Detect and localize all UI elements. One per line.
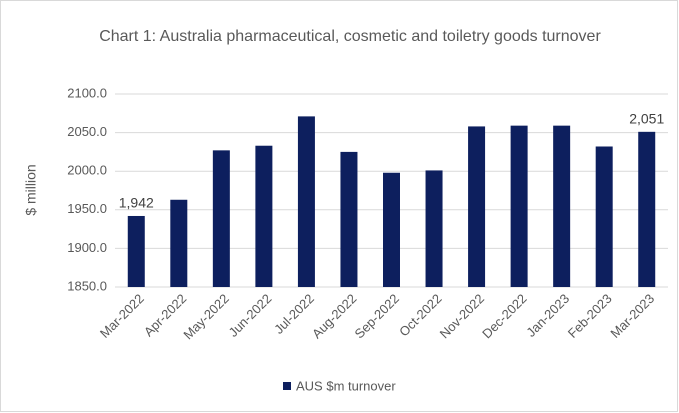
- legend-label: AUS $m turnover: [296, 378, 396, 393]
- bar: [255, 145, 273, 287]
- bar: [553, 125, 571, 287]
- y-axis-title: $ million: [23, 164, 39, 215]
- bar: [510, 125, 528, 287]
- bar: [468, 126, 486, 287]
- bar: [425, 170, 443, 287]
- bar: [170, 199, 188, 287]
- y-tick-label: 2050.0: [67, 124, 107, 139]
- legend-swatch: [283, 382, 291, 390]
- data-label: 2,051: [629, 111, 664, 127]
- chart-title: Chart 1: Australia pharmaceutical, cosme…: [99, 28, 601, 45]
- bar: [383, 172, 400, 287]
- y-tick-label: 1850.0: [67, 278, 107, 293]
- bar: [212, 150, 230, 287]
- bar: [127, 215, 145, 287]
- y-tick-label: 2000.0: [67, 163, 107, 178]
- bar: [595, 146, 613, 287]
- y-tick-label: 2100.0: [67, 85, 107, 100]
- y-tick-label: 1950.0: [67, 201, 107, 216]
- bar: [638, 131, 656, 287]
- y-tick-label: 1900.0: [67, 240, 107, 255]
- bar: [340, 151, 358, 287]
- bar: [297, 116, 315, 287]
- data-label: 1,942: [119, 195, 154, 211]
